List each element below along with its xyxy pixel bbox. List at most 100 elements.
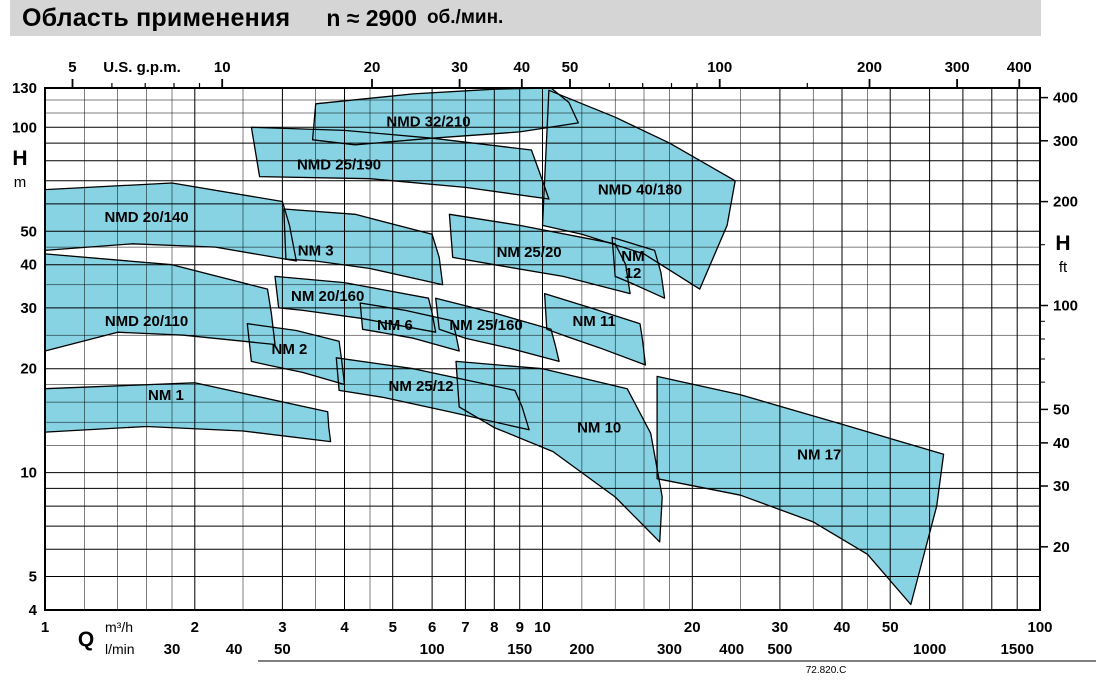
gpm-axis-title: U.S. g.p.m. [103, 59, 181, 76]
region-nm-25-160-fill [435, 298, 560, 362]
region-nmd-25-190 [250, 126, 550, 200]
q-m3h-tick-label: 7 [461, 619, 469, 636]
h-ft-tick-label: 400 [1053, 90, 1078, 107]
q-lmin-tick-label: 400 [719, 641, 744, 658]
h-m-tick-label: 20 [20, 361, 37, 378]
region-label: NM 11 [572, 313, 615, 330]
region-nm-12 [611, 236, 666, 299]
q-lmin-tick-label: 1000 [913, 641, 946, 658]
gpm-tick-label: 200 [857, 59, 882, 76]
region-nm-2 [246, 323, 346, 386]
q-m3h-tick-label: 3 [278, 619, 286, 636]
region-nmd-32-210-fill [312, 88, 579, 145]
region-nm-12-fill [612, 237, 665, 299]
region-label: NMD 25/190 [297, 157, 381, 174]
gpm-tick-label: 400 [1007, 59, 1032, 76]
q-lmin-tick-label: 150 [507, 641, 532, 658]
gpm-tick-label: 30 [451, 59, 468, 76]
region-label: NMD 40/180 [598, 182, 682, 199]
h-ft-tick-label: 40 [1053, 435, 1070, 452]
region-nmd-20-110 [44, 253, 276, 352]
region-nm-20-160 [274, 275, 437, 333]
region-nmd-20-140-fill [45, 183, 297, 261]
region-nm-10-fill [456, 361, 663, 542]
h-ft-tick-label: 200 [1053, 194, 1078, 211]
region-label: NM 1 [148, 387, 184, 404]
q-m3h-tick-label: 6 [428, 619, 436, 636]
region-nm-6 [359, 302, 460, 352]
q-m3h-tick-label: 5 [389, 619, 397, 636]
h-m-tick-label: 10 [20, 465, 37, 482]
region-nmd-20-110-fill [45, 253, 275, 351]
region-label: NM 25/160 [449, 317, 522, 334]
q-lmin-tick-label: 40 [226, 641, 243, 658]
h-ft-tick-label: 30 [1053, 478, 1070, 495]
h-m-tick-label: 50 [20, 223, 37, 240]
h-m-tick-label: 30 [20, 300, 37, 317]
h-m-tick-label: 100 [12, 119, 37, 136]
region-label: NM 6 [377, 317, 413, 334]
region-label: NM 2 [272, 341, 308, 358]
q-m3h-tick-label: 40 [834, 619, 851, 636]
region-label: NM 10 [577, 420, 621, 437]
title-bar: Область применения n ≈ 2900 об./мин. [10, 0, 1041, 36]
q-lmin-tick-label: 500 [767, 641, 792, 658]
gpm-tick-label: 300 [945, 59, 970, 76]
h-axis-title-left: H [12, 147, 27, 170]
region-nmd-20-140 [44, 182, 297, 262]
h-m-tick-label: 4 [29, 602, 38, 619]
gpm-tick-label: 100 [707, 59, 732, 76]
region-label: NMD 20/110 [105, 313, 188, 330]
title-speed: n ≈ 2900 [326, 4, 417, 31]
q-axis-unit-lmin: l/min [105, 641, 135, 657]
h-ft-tick-label: 20 [1053, 539, 1070, 556]
gpm-tick-label: 10 [214, 59, 231, 76]
region-nm-11-fill [544, 293, 646, 365]
title-speed-unit: об./мин. [426, 7, 504, 28]
q-axis-title: Q [78, 628, 94, 651]
region-nmd-32-210 [311, 87, 579, 146]
q-lmin-tick-label: 300 [657, 641, 682, 658]
region-nm-17 [656, 375, 945, 606]
region-nm-25-20 [448, 213, 631, 295]
h-ft-tick-label: 100 [1053, 297, 1078, 314]
region-nm-25-12 [335, 357, 530, 431]
h-m-tick-label: 130 [12, 80, 37, 97]
q-axis-unit-m3h: m³/h [105, 619, 133, 635]
q-m3h-tick-label: 4 [340, 619, 349, 636]
h-m-tick-label: 5 [29, 569, 37, 586]
gpm-tick-label: 5 [68, 59, 76, 76]
region-label: NM 17 [797, 446, 841, 463]
page-title: Область применения [22, 3, 291, 32]
region-label: NM 25/20 [497, 244, 562, 261]
region-nmd-40-180 [541, 89, 736, 290]
q-lmin-tick-label: 100 [420, 641, 445, 658]
h-m-tick-label: 40 [20, 257, 37, 274]
q-m3h-tick-label: 20 [684, 619, 701, 636]
region-label: NMD 32/210 [386, 113, 470, 130]
region-label: NM 25/12 [389, 378, 454, 395]
q-m3h-tick-label: 8 [490, 619, 498, 636]
h-axis-unit-right: ft [1059, 259, 1068, 276]
region-nm-17-fill [657, 376, 944, 605]
region-label: NM 20/160 [291, 288, 364, 305]
q-lmin-tick-label: 200 [569, 641, 594, 658]
q-m3h-tick-label: 30 [772, 619, 789, 636]
q-lmin-tick-label: 50 [274, 641, 291, 658]
h-ft-tick-label: 50 [1053, 401, 1070, 418]
region-nm-10 [455, 360, 663, 543]
region-nm-2-fill [247, 323, 345, 385]
q-m3h-tick-label: 9 [516, 619, 524, 636]
region-label: NM [621, 248, 644, 265]
q-m3h-tick-label: 1 [41, 619, 49, 636]
q-lmin-tick-label: 1500 [1001, 641, 1034, 658]
region-label: NM 3 [298, 242, 334, 259]
region-nm-1 [44, 382, 332, 443]
q-m3h-tick-label: 10 [534, 619, 551, 636]
h-ft-tick-label: 300 [1053, 133, 1078, 150]
plot-border [44, 87, 1041, 611]
region-nm-11 [543, 292, 647, 366]
gpm-tick-label: 40 [513, 59, 530, 76]
h-axis-title-right: H [1055, 232, 1070, 255]
